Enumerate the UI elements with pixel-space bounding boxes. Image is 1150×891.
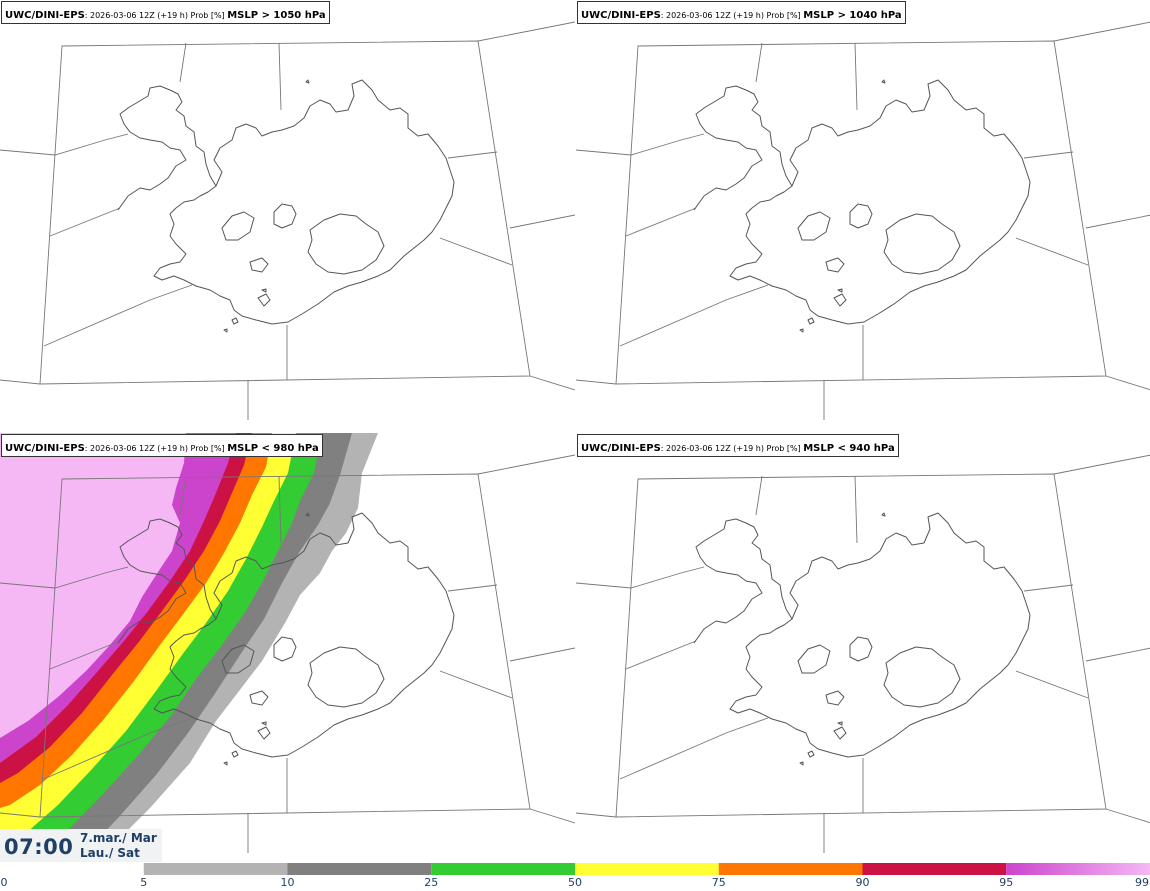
colorbar-bin (1006, 863, 1150, 875)
map-panel-mslp-lt-940: UWC/DINI-EPS: 2026-03-06 12Z (+19 h) Pro… (576, 433, 1150, 853)
probability-colorbar (0, 863, 1150, 875)
model-name: UWC/DINI-EPS (5, 443, 85, 454)
iceland-map-probability (0, 433, 575, 853)
panel-title: UWC/DINI-EPS: 2026-03-06 12Z (+19 h) Pro… (577, 1, 906, 24)
variable-label: MSLP > 1050 hPa (227, 10, 326, 21)
valid-date: 7.mar./ Mar (80, 831, 157, 845)
model-name: UWC/DINI-EPS (5, 10, 85, 21)
colorbar-tick-label: 95 (999, 876, 1014, 889)
colorbar-tick-label: 90 (855, 876, 870, 889)
colorbar-bin (431, 863, 575, 875)
run-info: : 2026-03-06 12Z (+19 h) Prob [%] (660, 11, 804, 20)
prob-band-99 (0, 433, 186, 738)
colorbar-tick-label: 75 (711, 876, 726, 889)
iceland-map (0, 21, 575, 420)
colorbar-bin (718, 863, 863, 875)
colorbar-tick-label: 10 (280, 876, 295, 889)
model-name: UWC/DINI-EPS (581, 10, 661, 21)
iceland-map (576, 454, 1150, 853)
panel-title: UWC/DINI-EPS: 2026-03-06 12Z (+19 h) Pro… (1, 1, 330, 24)
valid-time-box: 07:00 7.mar./ Mar Lau./ Sat (0, 829, 162, 862)
run-info: : 2026-03-06 12Z (+19 h) Prob [%] (84, 11, 228, 20)
valid-weekday: Lau./ Sat (80, 846, 140, 860)
map-panel-mslp-gt-1040: UWC/DINI-EPS: 2026-03-06 12Z (+19 h) Pro… (576, 0, 1150, 420)
colorbar-tick-label: 25 (424, 876, 439, 889)
run-info: : 2026-03-06 12Z (+19 h) Prob [%] (660, 444, 804, 453)
run-info: : 2026-03-06 12Z (+19 h) Prob [%] (84, 444, 228, 453)
panel-title: UWC/DINI-EPS: 2026-03-06 12Z (+19 h) Pro… (577, 434, 899, 457)
colorbar-tick-label: 0 (0, 876, 8, 889)
variable-label: MSLP < 980 hPa (227, 443, 319, 454)
variable-label: MSLP < 940 hPa (803, 443, 895, 454)
map-panel-mslp-gt-1050: UWC/DINI-EPS: 2026-03-06 12Z (+19 h) Pro… (0, 0, 575, 420)
colorbar-bin (287, 863, 432, 875)
colorbar-tick-label: 50 (568, 876, 582, 889)
colorbar-bin (862, 863, 1007, 875)
map-panel-mslp-lt-980: UWC/DINI-EPS: 2026-03-06 12Z (+19 h) Pro… (0, 433, 575, 853)
colorbar-bin (575, 863, 719, 875)
colorbar-bin (143, 863, 288, 875)
model-name: UWC/DINI-EPS (581, 443, 661, 454)
panel-title: UWC/DINI-EPS: 2026-03-06 12Z (+19 h) Pro… (1, 434, 323, 457)
colorbar-tick-label: 5 (140, 876, 148, 889)
iceland-map (576, 21, 1150, 420)
variable-label: MSLP > 1040 hPa (803, 10, 902, 21)
colorbar-tick-label: 99 (1135, 876, 1149, 889)
colorbar-bin (0, 863, 144, 875)
valid-time: 07:00 (4, 835, 74, 859)
probability-field (0, 433, 378, 853)
